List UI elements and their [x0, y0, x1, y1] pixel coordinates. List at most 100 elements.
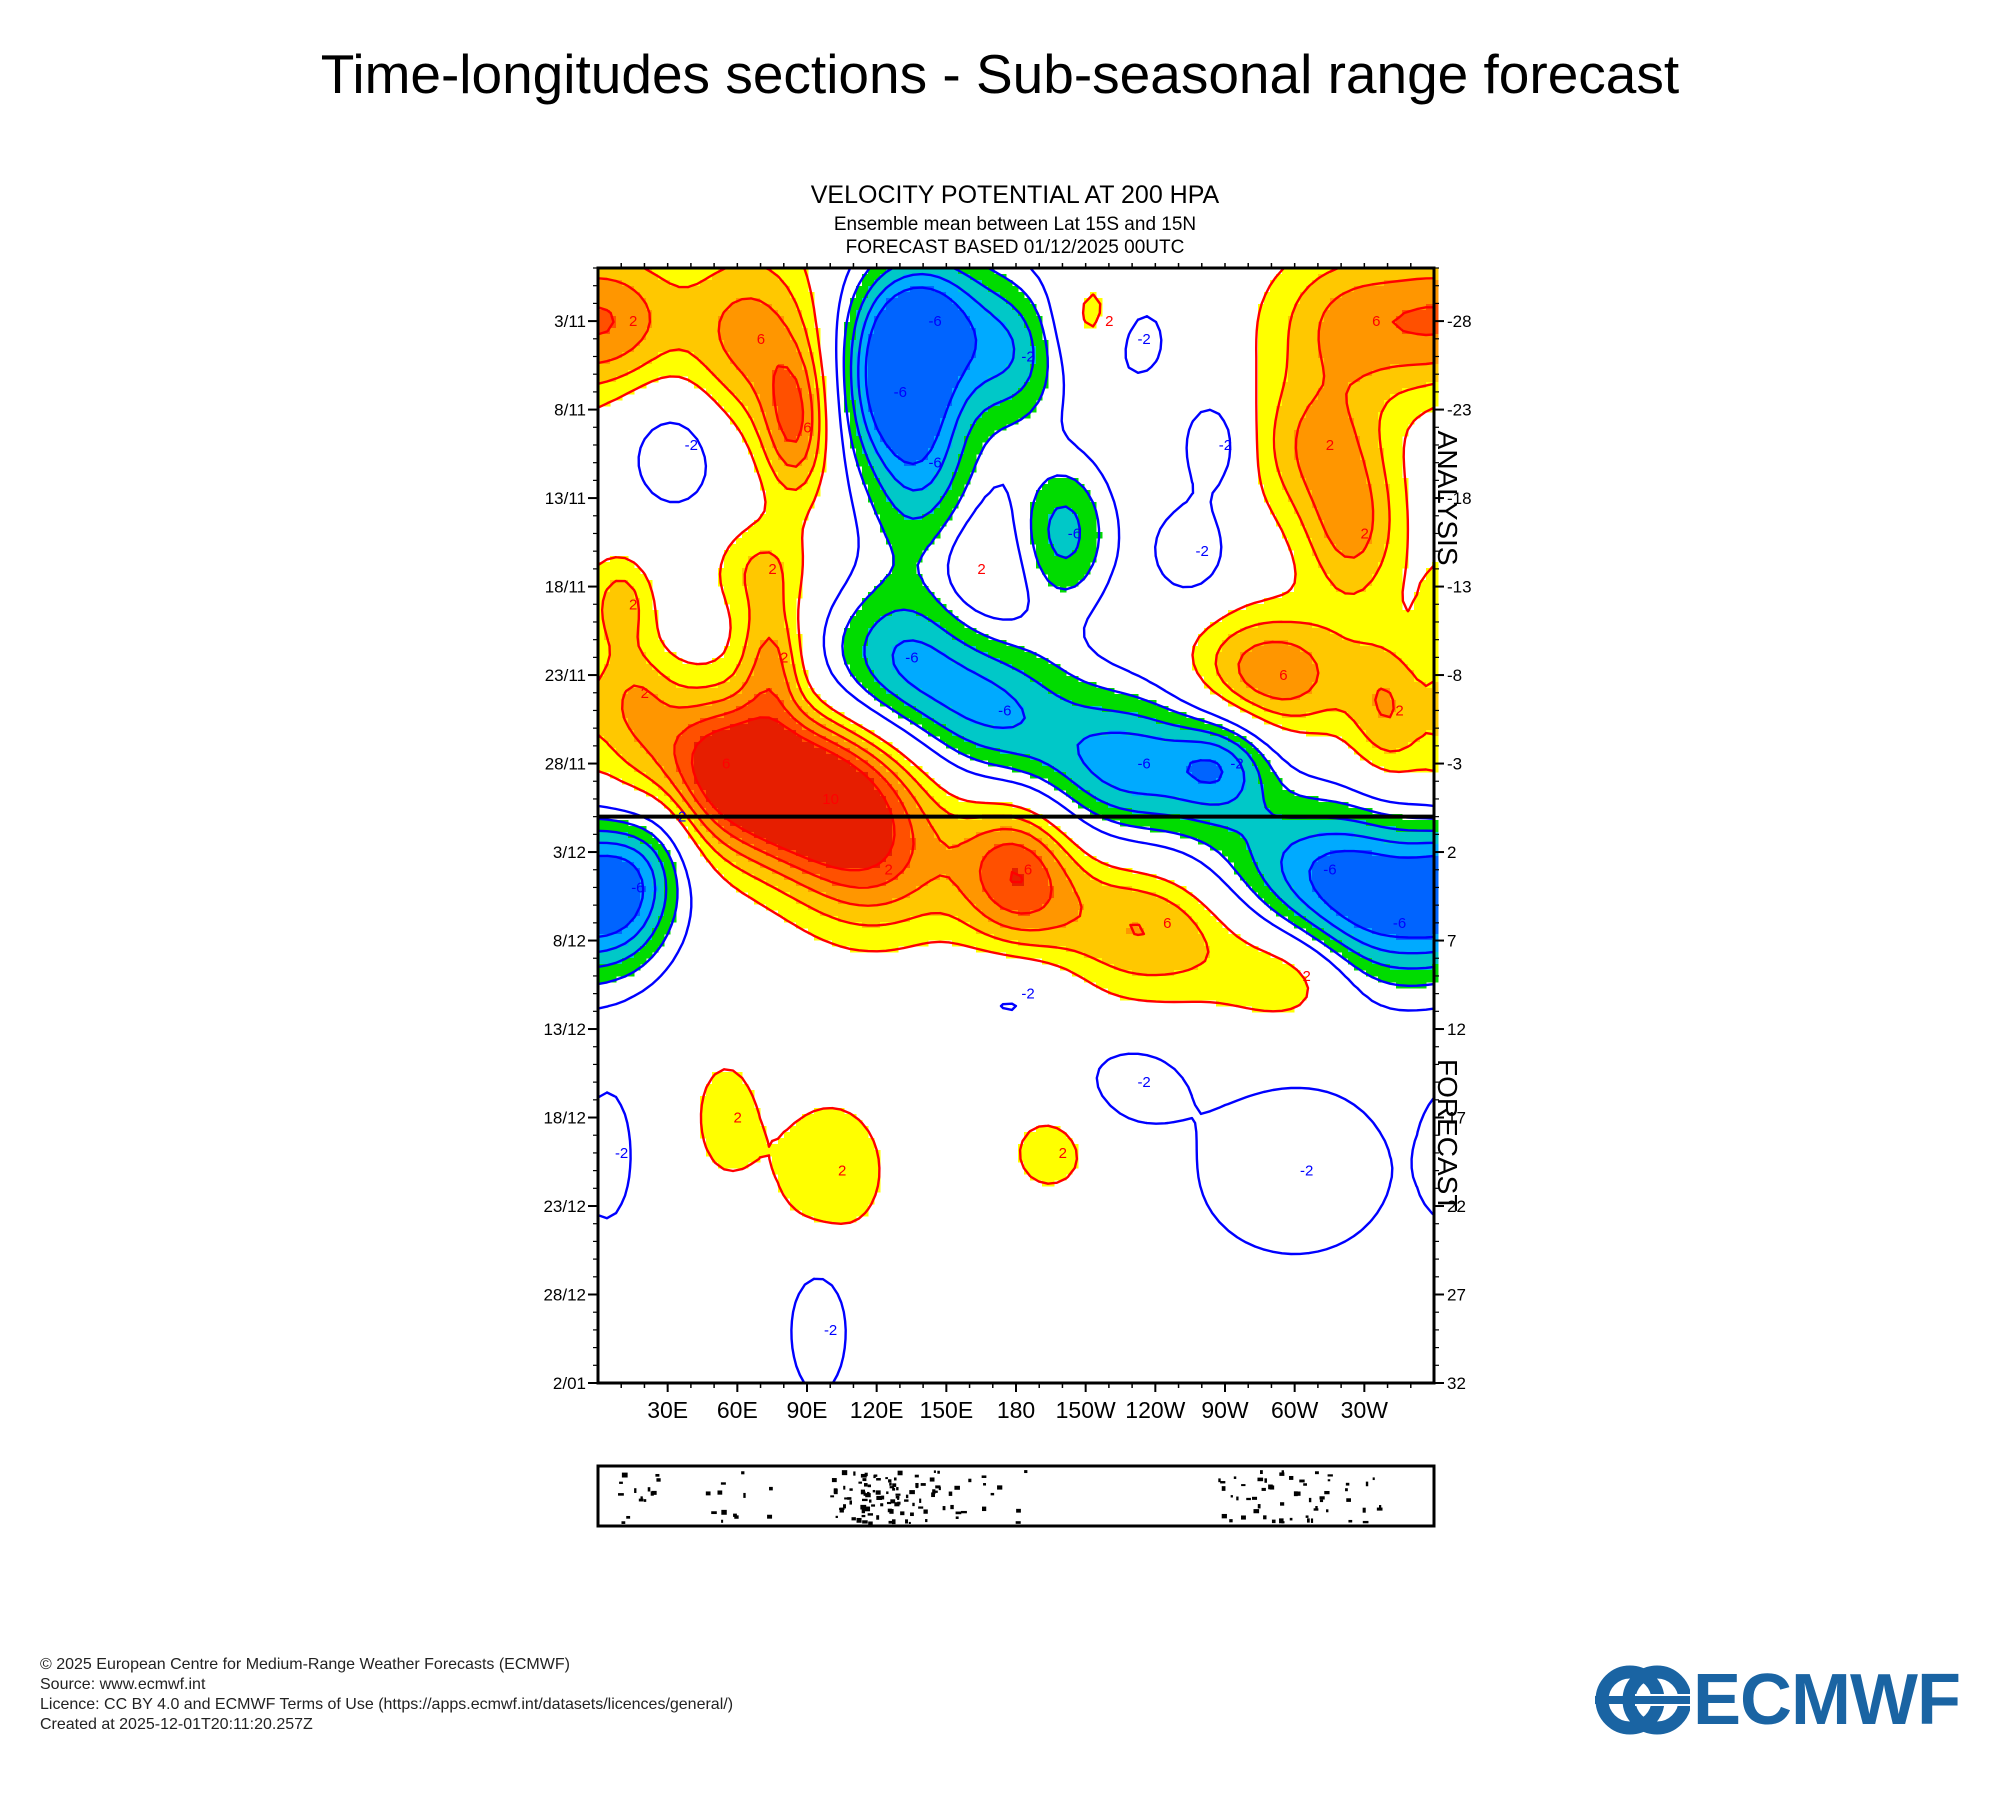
heatmap-cell [610, 334, 617, 341]
heatmap-cell [898, 586, 905, 593]
heatmap-cell [1036, 328, 1043, 335]
heatmap-cell [1372, 628, 1379, 635]
heatmap-cell [1354, 658, 1361, 665]
heatmap-cell [916, 400, 923, 407]
heatmap-cell [910, 430, 917, 437]
heatmap-cell [664, 286, 671, 293]
heatmap-cell [1336, 526, 1343, 533]
heatmap-cell [922, 514, 929, 521]
heatmap-cell [1390, 322, 1397, 329]
heatmap-cell [1036, 358, 1043, 365]
heatmap-cell [748, 658, 755, 665]
heatmap-cell [628, 364, 635, 371]
heatmap-cell [1354, 598, 1361, 605]
heatmap-cell [610, 562, 617, 569]
heatmap-cell [730, 634, 737, 641]
heatmap-cell [1264, 442, 1271, 449]
heatmap-cell [1336, 364, 1343, 371]
heatmap-cell [1030, 370, 1037, 377]
heatmap-cell [1006, 286, 1013, 293]
heatmap-cell [1342, 376, 1349, 383]
heatmap-cell [1288, 502, 1295, 509]
heatmap-cell [1402, 376, 1409, 383]
heatmap-cell [868, 388, 875, 395]
heatmap-cell [1390, 598, 1397, 605]
heatmap-cell [640, 322, 647, 329]
heatmap-cell [736, 592, 743, 599]
heatmap-cell [1312, 544, 1319, 551]
heatmap-cell [1294, 412, 1301, 419]
heatmap-cell [1378, 310, 1385, 317]
heatmap-cell [1420, 376, 1427, 383]
heatmap-cell [874, 586, 881, 593]
heatmap-cell [646, 328, 653, 335]
heatmap-cell [928, 520, 935, 527]
heatmap-cell [892, 340, 899, 347]
heatmap-cell [1360, 418, 1367, 425]
heatmap-cell [820, 388, 827, 395]
heatmap-cell [1378, 628, 1385, 635]
heatmap-cell [1408, 412, 1415, 419]
heatmap-cell [736, 406, 743, 413]
heatmap-cell [1030, 514, 1037, 521]
heatmap-cell [1288, 292, 1295, 299]
heatmap-cell [1330, 604, 1337, 611]
heatmap-cell [724, 316, 731, 323]
heatmap-cell [1336, 598, 1343, 605]
heatmap-cell [964, 472, 971, 479]
heatmap-cell [772, 430, 779, 437]
heatmap-cell [1030, 310, 1037, 317]
heatmap-cell [766, 640, 773, 647]
heatmap-cell [1030, 532, 1037, 539]
heatmap-cell [1390, 358, 1397, 365]
heatmap-cell [784, 526, 791, 533]
heatmap-cell [1366, 358, 1373, 365]
heatmap-cell [1354, 370, 1361, 377]
heatmap-cell [1294, 484, 1301, 491]
heatmap-cell [814, 346, 821, 353]
heatmap-cell [1360, 280, 1367, 287]
heatmap-cell [760, 592, 767, 599]
heatmap-cell [1270, 388, 1277, 395]
heatmap-cell [790, 592, 797, 599]
heatmap-cell [1420, 580, 1427, 587]
heatmap-cell [1372, 346, 1379, 353]
heatmap-cell [1270, 286, 1277, 293]
heatmap-cell [736, 610, 743, 617]
heatmap-cell [844, 364, 851, 371]
heatmap-cell [1042, 664, 1049, 671]
heatmap-cell [1342, 352, 1349, 359]
heatmap-cell [1270, 616, 1277, 623]
heatmap-cell [1330, 292, 1337, 299]
heatmap-cell [1342, 496, 1349, 503]
heatmap-cell [868, 376, 875, 383]
heatmap-cell [1396, 316, 1403, 323]
heatmap-cell [1336, 424, 1343, 431]
heatmap-cell [664, 328, 671, 335]
heatmap-cell [736, 412, 743, 419]
heatmap-cell [748, 280, 755, 287]
heatmap-cell [1066, 526, 1073, 533]
heatmap-cell [1390, 502, 1397, 509]
heatmap-cell [928, 454, 935, 461]
heatmap-cell [694, 268, 701, 275]
heatmap-cell [1372, 352, 1379, 359]
heatmap-cell [1072, 574, 1079, 581]
heatmap-cell [886, 652, 893, 659]
heatmap-cell [1366, 490, 1373, 497]
heatmap-cell [820, 406, 827, 413]
heatmap-cell [958, 436, 965, 443]
heatmap-cell [784, 586, 791, 593]
heatmap-cell [610, 352, 617, 359]
heatmap-cell [1426, 640, 1433, 647]
heatmap-cell [928, 436, 935, 443]
heatmap-cell [1342, 316, 1349, 323]
heatmap-cell [730, 400, 737, 407]
heatmap-cell [790, 316, 797, 323]
heatmap-cell [1390, 460, 1397, 467]
heatmap-cell [1060, 556, 1067, 563]
heatmap-cell [718, 304, 725, 311]
heatmap-cell [1066, 490, 1073, 497]
heatmap-cell [1420, 352, 1427, 359]
heatmap-cell [634, 304, 641, 311]
